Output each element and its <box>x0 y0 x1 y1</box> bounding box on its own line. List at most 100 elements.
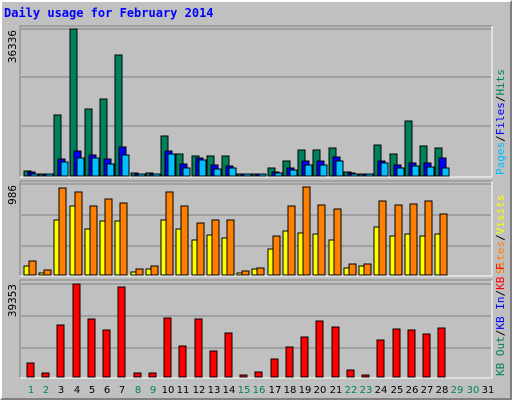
bar-kbytes-day-21 <box>331 326 340 378</box>
series-label: / <box>494 135 507 142</box>
bar-pages-day-13 <box>213 168 222 177</box>
series-label: Sites <box>494 241 507 274</box>
day-label: 6 <box>104 385 110 396</box>
bar-kbytes-day-1 <box>26 362 35 378</box>
bar-pages-day-24 <box>380 162 389 177</box>
day-label: 12 <box>193 385 206 396</box>
panel-1-series-labels: Pages/Files/Hits <box>494 69 507 175</box>
day-label: 11 <box>177 385 190 396</box>
bar-pages-day-25 <box>396 167 405 177</box>
bar-pages-day-6 <box>106 163 115 177</box>
bar-pages-day-19 <box>304 164 313 177</box>
day-label: 27 <box>421 385 434 396</box>
series-label: KB F <box>494 263 507 290</box>
series-label: KB Out <box>494 336 507 376</box>
bar-kbytes-day-6 <box>102 329 111 378</box>
bar-pages-day-21 <box>335 160 344 177</box>
bar-pages-day-15 <box>243 173 252 177</box>
panel-3-series-labels: KB Out/KB In/KB F <box>494 263 507 376</box>
day-label: 31 <box>482 385 495 396</box>
bar-sites-day-3 <box>58 187 67 276</box>
day-label: 16 <box>253 385 266 396</box>
day-label: 14 <box>223 385 236 396</box>
bar-sites-day-18 <box>287 205 296 276</box>
day-label: 2 <box>43 385 49 396</box>
bar-sites-day-21 <box>333 208 342 276</box>
chart-title: Daily usage for February 2014 <box>4 6 214 20</box>
day-label: 26 <box>406 385 419 396</box>
bar-pages-day-7 <box>121 154 130 177</box>
bar-sites-day-13 <box>211 219 220 276</box>
day-label: 23 <box>360 385 373 396</box>
day-label: 28 <box>436 385 449 396</box>
bar-kbytes-day-26 <box>407 329 416 378</box>
bar-pages-day-28 <box>441 167 450 177</box>
bar-sites-day-23 <box>363 263 372 276</box>
day-label: 3 <box>58 385 64 396</box>
series-label: Files <box>494 102 507 135</box>
bar-kbytes-day-19 <box>300 336 309 378</box>
day-label: 1 <box>28 385 34 396</box>
bar-kbytes-day-15 <box>239 374 248 378</box>
bar-sites-day-6 <box>104 198 113 276</box>
bar-kbytes-day-22 <box>346 369 355 378</box>
day-label: 19 <box>299 385 312 396</box>
bar-pages-day-17 <box>274 172 283 177</box>
day-label: 17 <box>269 385 282 396</box>
bar-sites-day-15 <box>241 270 250 276</box>
bar-sites-day-22 <box>348 263 357 276</box>
bar-kbytes-day-3 <box>56 324 65 378</box>
series-label: / <box>494 96 507 103</box>
day-label: 5 <box>89 385 95 396</box>
bar-sites-day-28 <box>439 213 448 276</box>
bar-pages-day-27 <box>426 166 435 177</box>
series-label: Pages <box>494 142 507 175</box>
panel-1-max-label: 36336 <box>6 30 19 63</box>
bar-kbytes-day-10 <box>163 317 172 378</box>
bar-kbytes-day-24 <box>376 339 385 378</box>
bar-sites-day-14 <box>226 219 235 276</box>
series-label: / <box>494 330 507 337</box>
bar-kbytes-day-25 <box>392 328 401 378</box>
day-label: 25 <box>391 385 404 396</box>
bar-sites-day-26 <box>409 203 418 276</box>
bar-kbytes-day-16 <box>254 371 263 378</box>
bar-sites-day-24 <box>378 200 387 276</box>
day-label: 21 <box>330 385 343 396</box>
bar-pages-day-1 <box>30 173 39 177</box>
series-label: / <box>494 290 507 297</box>
series-label: / <box>494 234 507 241</box>
bar-pages-day-26 <box>411 165 420 177</box>
bar-sites-day-2 <box>43 269 52 276</box>
day-label: 24 <box>375 385 388 396</box>
bar-kbytes-day-12 <box>194 318 203 378</box>
bar-kbytes-day-7 <box>117 286 126 378</box>
bar-pages-day-18 <box>289 169 298 177</box>
bar-pages-day-23 <box>365 173 374 177</box>
day-label: 22 <box>345 385 358 396</box>
bar-pages-day-9 <box>152 173 161 177</box>
day-label: 13 <box>208 385 221 396</box>
day-label: 30 <box>467 385 480 396</box>
bar-sites-day-5 <box>89 205 98 276</box>
bar-sites-day-16 <box>256 267 265 276</box>
bar-sites-day-8 <box>135 268 144 276</box>
panel-3-max-label: 39353 <box>6 284 19 317</box>
bar-kbytes-day-14 <box>224 332 233 378</box>
day-label: 15 <box>238 385 251 396</box>
bar-kbytes-day-9 <box>148 372 157 378</box>
bar-pages-day-4 <box>76 157 85 177</box>
series-label: Visits <box>494 195 507 235</box>
bar-kbytes-day-28 <box>437 327 446 378</box>
day-label: 10 <box>162 385 175 396</box>
bar-pages-day-12 <box>198 159 207 177</box>
bar-sites-day-9 <box>150 265 159 276</box>
bar-kbytes-day-2 <box>41 372 50 378</box>
bar-pages-day-5 <box>91 157 100 177</box>
day-label: 9 <box>150 385 156 396</box>
bar-pages-day-16 <box>258 173 267 177</box>
series-label: Hits <box>494 69 507 96</box>
bar-sites-day-20 <box>317 204 326 276</box>
day-label: 20 <box>314 385 327 396</box>
